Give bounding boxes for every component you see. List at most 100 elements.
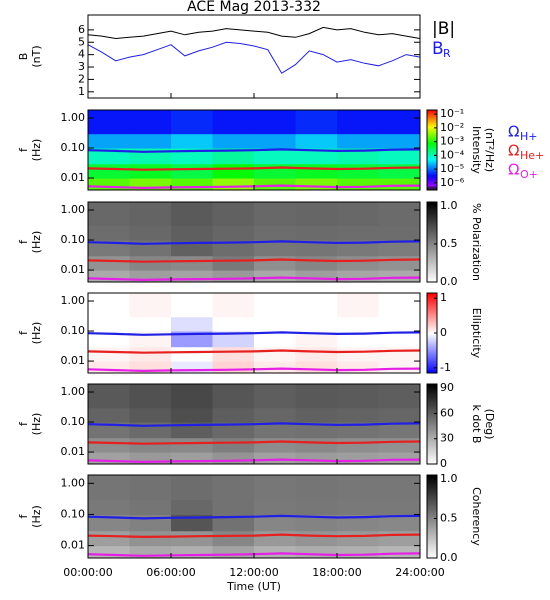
colorbar-tick-label: -1 — [440, 361, 451, 374]
colorbar-swatch — [427, 353, 437, 356]
colorbar-swatch — [427, 136, 437, 139]
colorbar-swatch — [427, 118, 437, 121]
colorbar-label: Ellipticity — [470, 308, 483, 359]
heatmap-cell — [212, 240, 255, 257]
heatmap-cell — [212, 255, 255, 271]
heatmap-cell — [129, 293, 172, 318]
colorbar-swatch — [427, 487, 437, 491]
legend-subscript: R — [443, 47, 451, 60]
y-tick-label: 0.10 — [61, 507, 86, 520]
colorbar-swatch — [427, 170, 437, 173]
heatmap-cell — [254, 255, 296, 271]
x-tick-label: 06:00:00 — [146, 566, 195, 579]
colorbar-label: Coherency — [470, 487, 483, 546]
colorbar-swatch — [427, 258, 437, 261]
heatmap-cell — [171, 293, 213, 318]
colorbar-swatch — [427, 176, 437, 179]
heatmap-cell — [212, 316, 255, 332]
colorbar-swatch — [427, 506, 437, 509]
colorbar-swatch — [427, 528, 437, 532]
legend-subscript: H+ — [520, 130, 538, 143]
x-tick-label: 12:00:00 — [229, 566, 278, 579]
heatmap-cell — [88, 475, 130, 501]
colorbar-swatch — [427, 152, 437, 155]
heatmap-cell — [254, 384, 296, 409]
colorbar-swatch — [427, 535, 437, 538]
colorbar-swatch — [427, 341, 437, 344]
heatmap-cell — [254, 331, 296, 348]
heatmap-cell — [254, 361, 296, 373]
colorbar-swatch — [427, 456, 437, 459]
plot-area — [88, 110, 420, 190]
colorbar-swatch — [427, 158, 437, 161]
heatmap-cell — [129, 530, 172, 547]
heatmap-cell — [295, 270, 338, 282]
colorbar-swatch — [427, 553, 437, 557]
heatmap-cell — [378, 225, 420, 241]
heatmap-cell — [171, 133, 213, 149]
colorbar-swatch — [427, 317, 437, 320]
colorbar-swatch — [427, 514, 437, 517]
heatmap-cell — [378, 384, 420, 409]
heatmap-cell — [254, 346, 296, 362]
colorbar-swatch — [427, 254, 437, 257]
heatmap-cell — [129, 202, 172, 227]
heatmap-cell — [88, 407, 130, 423]
heatmap-cell — [129, 407, 172, 423]
colorbar-swatch — [427, 276, 437, 279]
colorbar-swatch — [427, 299, 437, 302]
heatmap-cell — [337, 148, 379, 165]
colorbar-swatch — [427, 150, 437, 153]
colorbar-swatch — [427, 434, 437, 437]
colorbar-label: k dot B — [470, 405, 483, 444]
colorbar-swatch — [427, 432, 437, 435]
plot-area — [88, 384, 420, 464]
y-tick-label: 0.10 — [61, 141, 86, 154]
heatmap-cell — [295, 240, 338, 257]
colorbar-swatch — [427, 110, 437, 113]
heatmap-cell — [171, 270, 213, 282]
colorbar-swatch — [427, 228, 437, 231]
colorbar-swatch — [427, 206, 437, 209]
colorbar-swatch — [427, 531, 437, 534]
heatmap-cell — [295, 178, 338, 190]
heatmap-cell — [88, 163, 130, 179]
heatmap-cell — [254, 178, 296, 190]
y-axis-label: (Hz) — [30, 139, 43, 162]
heatmap-cell — [212, 163, 255, 179]
heatmap-cell — [171, 225, 213, 241]
heatmap-cell — [254, 475, 296, 501]
series-line — [88, 331, 420, 336]
colorbar-swatch — [427, 319, 437, 322]
colorbar-swatch — [427, 112, 437, 115]
heatmap-cell — [337, 499, 379, 515]
heatmap-cell — [88, 384, 130, 409]
heatmap-cell — [378, 361, 420, 373]
colorbar-swatch — [427, 162, 437, 165]
series-line — [88, 440, 420, 445]
heatmap-cell — [212, 270, 255, 282]
heatmap-cell — [212, 110, 255, 135]
y-tick-label: 0.01 — [61, 171, 86, 184]
heatmap-cell — [171, 255, 213, 271]
series-line — [88, 533, 420, 539]
colorbar-label: (nT²/Hz) — [483, 128, 496, 172]
colorbar-swatch — [427, 508, 437, 511]
colorbar-swatch — [427, 454, 437, 457]
colorbar-swatch — [427, 462, 437, 465]
colorbar-swatch — [427, 485, 437, 488]
heatmap-cell — [171, 475, 213, 501]
heatmap-cell — [171, 202, 213, 227]
colorbar-swatch — [427, 404, 437, 407]
colorbar-swatch — [427, 339, 437, 342]
heatmap-cell — [212, 225, 255, 241]
heatmap-cell — [378, 499, 420, 515]
heatmap-cell — [295, 110, 338, 135]
heatmap-cell — [295, 133, 338, 149]
heatmap-cell — [378, 407, 420, 423]
heatmap-cell — [171, 361, 213, 373]
heatmap-cell — [337, 270, 379, 282]
colorbar-swatch — [427, 212, 437, 215]
colorbar-swatch — [427, 160, 437, 163]
